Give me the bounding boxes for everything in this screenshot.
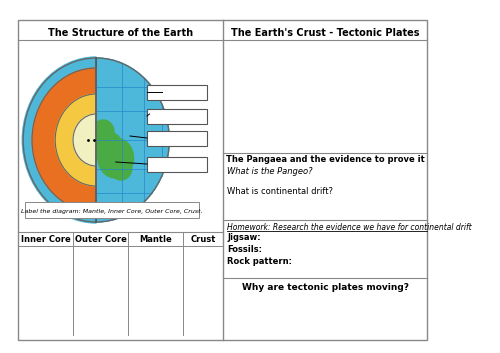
Text: What is continental drift?: What is continental drift? bbox=[227, 186, 333, 196]
Bar bbox=[147, 108, 208, 124]
Text: Inner Core: Inner Core bbox=[20, 234, 70, 244]
Wedge shape bbox=[73, 114, 96, 166]
Text: Mantle: Mantle bbox=[140, 234, 172, 244]
Text: Label the diagram: Mantle, Inner Core, Outer Core, Crust.: Label the diagram: Mantle, Inner Core, O… bbox=[20, 209, 202, 214]
Circle shape bbox=[55, 94, 137, 186]
Text: Jigsaw:: Jigsaw: bbox=[227, 233, 260, 243]
Wedge shape bbox=[96, 58, 169, 222]
Text: Outer Core: Outer Core bbox=[74, 234, 126, 244]
Bar bbox=[147, 131, 208, 145]
Text: The Structure of the Earth: The Structure of the Earth bbox=[48, 28, 193, 38]
Bar bbox=[147, 156, 208, 172]
Text: Rock pattern:: Rock pattern: bbox=[227, 257, 292, 267]
Circle shape bbox=[98, 138, 134, 178]
Text: Fossils:: Fossils: bbox=[227, 245, 262, 255]
Wedge shape bbox=[22, 57, 96, 223]
Circle shape bbox=[92, 120, 114, 144]
Bar bbox=[25, 202, 199, 218]
Circle shape bbox=[73, 114, 120, 166]
Text: The Pangaea and the evidence to prove it: The Pangaea and the evidence to prove it bbox=[226, 156, 424, 164]
Circle shape bbox=[110, 156, 132, 180]
Circle shape bbox=[32, 68, 160, 212]
Text: Crust: Crust bbox=[190, 234, 216, 244]
Text: Homework: Research the evidence we have for continental drift: Homework: Research the evidence we have … bbox=[227, 222, 472, 232]
Text: Why are tectonic plates moving?: Why are tectonic plates moving? bbox=[242, 283, 408, 293]
Wedge shape bbox=[55, 94, 96, 186]
Wedge shape bbox=[32, 68, 96, 212]
Text: The Earth's Crust - Tectonic Plates: The Earth's Crust - Tectonic Plates bbox=[231, 28, 420, 38]
Circle shape bbox=[94, 132, 123, 164]
Bar bbox=[147, 84, 208, 100]
Circle shape bbox=[23, 58, 169, 222]
Text: What is the Pangeo?: What is the Pangeo? bbox=[227, 168, 312, 176]
